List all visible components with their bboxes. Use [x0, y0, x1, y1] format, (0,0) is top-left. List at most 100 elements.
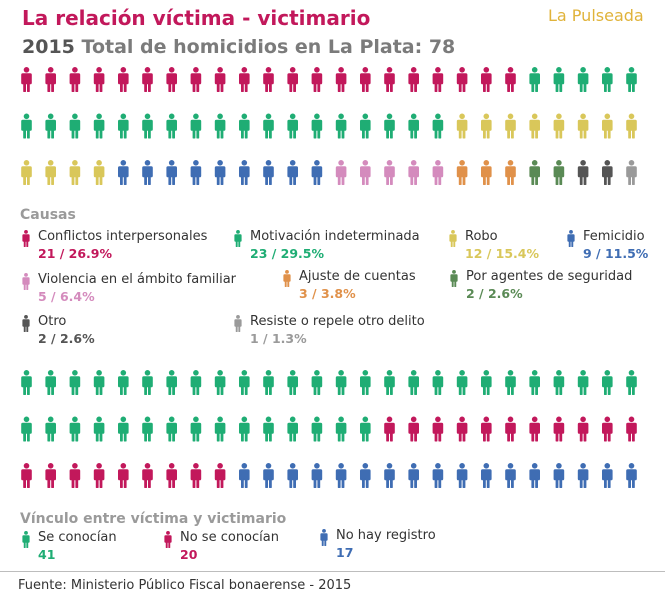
causas-person-otro — [577, 160, 589, 185]
causas-legend-label: Violencia en el ámbito familiar — [38, 272, 237, 287]
subtitle-year: 2015 — [22, 36, 75, 58]
person-icon — [450, 270, 458, 287]
vinculo-person-no_registro — [432, 463, 444, 488]
vinculo-person-no_registro — [335, 463, 347, 488]
vinculo-person-se_conocian — [45, 370, 56, 395]
causas-person-robo — [553, 113, 565, 139]
vinculo-person-se_conocian — [263, 416, 274, 442]
person-icon — [567, 230, 575, 247]
causas-legend-label: Femicidio — [583, 229, 645, 244]
causas-legend-label: Por agentes de seguridad — [466, 269, 633, 284]
causas-person-motivacion — [602, 67, 613, 92]
causas-person-conflictos — [21, 67, 32, 92]
brand-logo: La Pulseada — [548, 6, 644, 25]
vinculo-legend-label: Se conocían — [38, 530, 117, 545]
causas-person-motivacion — [432, 113, 444, 139]
causas-person-otro — [602, 160, 613, 185]
vinculo-person-no_registro — [602, 463, 613, 488]
causas-person-conflictos — [214, 67, 226, 92]
vinculo-person-se_conocian — [481, 370, 492, 395]
causas-person-violencia — [360, 160, 371, 185]
vinculo-person-no_se_conocian — [481, 416, 492, 442]
causas-person-resiste — [626, 160, 637, 185]
causas-person-motivacion — [118, 113, 129, 139]
vinculo-person-no_registro — [311, 463, 323, 488]
vinculo-person-no_registro — [529, 463, 540, 488]
vinculo-person-no_registro — [239, 463, 250, 488]
chart-title: La relación víctima - victimario — [22, 6, 371, 30]
vinculo-person-se_conocian — [118, 416, 129, 442]
causas-person-conflictos — [505, 67, 516, 92]
vinculo-legend-value: 41 — [38, 547, 56, 562]
causas-person-robo — [93, 160, 105, 185]
vinculo-person-no_se_conocian — [190, 463, 202, 488]
causas-person-robo — [626, 113, 637, 139]
causas-person-femicidio — [263, 160, 274, 185]
footer-divider — [0, 571, 665, 572]
vinculo-person-se_conocian — [93, 370, 105, 395]
causas-person-robo — [602, 113, 613, 139]
vinculo-person-se_conocian — [166, 416, 177, 442]
causas-legend-value: 2 / 2.6% — [38, 331, 95, 346]
causas-person-robo — [577, 113, 589, 139]
causas-legend-value: 3 / 3.8% — [299, 286, 356, 301]
causas-legend-value: 12 / 15.4% — [465, 246, 540, 261]
vinculo-person-no_se_conocian — [21, 463, 32, 488]
subtitle-text: Total de homicidios en La Plata: 78 — [81, 36, 456, 58]
vinculo-person-se_conocian — [239, 416, 250, 442]
causas-person-violencia — [384, 160, 395, 185]
causas-legend-label: Conflictos interpersonales — [38, 229, 208, 244]
vinculo-person-no_se_conocian — [118, 463, 129, 488]
causas-legend-value: 2 / 2.6% — [466, 286, 523, 301]
causas-person-motivacion — [626, 67, 637, 92]
vinculo-person-no_se_conocian — [166, 463, 177, 488]
vinculo-person-se_conocian — [69, 416, 81, 442]
vinculo-person-se_conocian — [384, 370, 395, 395]
causas-person-femicidio — [287, 160, 298, 185]
vinculo-person-no_registro — [626, 463, 637, 488]
vinculo-person-se_conocian — [21, 370, 32, 395]
person-icon — [22, 531, 30, 548]
causas-person-conflictos — [311, 67, 323, 92]
causas-person-motivacion — [69, 113, 81, 139]
causas-person-conflictos — [190, 67, 202, 92]
causas-person-robo — [45, 160, 56, 185]
causas-person-ajuste — [456, 160, 468, 185]
causas-person-conflictos — [456, 67, 468, 92]
causas-person-motivacion — [311, 113, 323, 139]
vinculo-person-se_conocian — [239, 370, 250, 395]
vinculo-person-no_registro — [553, 463, 565, 488]
causas-person-motivacion — [384, 113, 395, 139]
vinculo-person-se_conocian — [311, 416, 323, 442]
vinculo-person-se_conocian — [408, 370, 419, 395]
causas-legend-value: 21 / 26.9% — [38, 246, 113, 261]
causas-person-robo — [529, 113, 540, 139]
vinculo-person-no_registro — [287, 463, 298, 488]
vinculo-person-se_conocian — [263, 370, 274, 395]
vinculo-person-no_registro — [263, 463, 274, 488]
vinculo-person-no_se_conocian — [45, 463, 56, 488]
vinculo-person-se_conocian — [214, 416, 226, 442]
person-icon — [449, 230, 457, 247]
vinculo-person-no_registro — [384, 463, 395, 488]
vinculo-legend-value: 17 — [336, 545, 354, 560]
person-icon — [234, 230, 242, 247]
causas-person-conflictos — [93, 67, 105, 92]
causas-person-motivacion — [287, 113, 298, 139]
vinculo-person-no_se_conocian — [142, 463, 153, 488]
vinculo-person-se_conocian — [360, 416, 371, 442]
causas-person-agentes — [529, 160, 540, 185]
vinculo-legend-label: No se conocían — [180, 530, 279, 545]
causas-person-motivacion — [529, 67, 540, 92]
causas-person-motivacion — [166, 113, 177, 139]
vinculo-person-se_conocian — [602, 370, 613, 395]
causas-person-conflictos — [335, 67, 347, 92]
vinculo-person-se_conocian — [553, 370, 565, 395]
causas-person-motivacion — [142, 113, 153, 139]
causas-legend-label: Resiste o repele otro delito — [250, 314, 425, 329]
causas-person-ajuste — [481, 160, 492, 185]
vinculo-person-se_conocian — [142, 416, 153, 442]
person-icon — [283, 270, 291, 287]
causas-person-conflictos — [287, 67, 298, 92]
causas-person-motivacion — [45, 113, 56, 139]
